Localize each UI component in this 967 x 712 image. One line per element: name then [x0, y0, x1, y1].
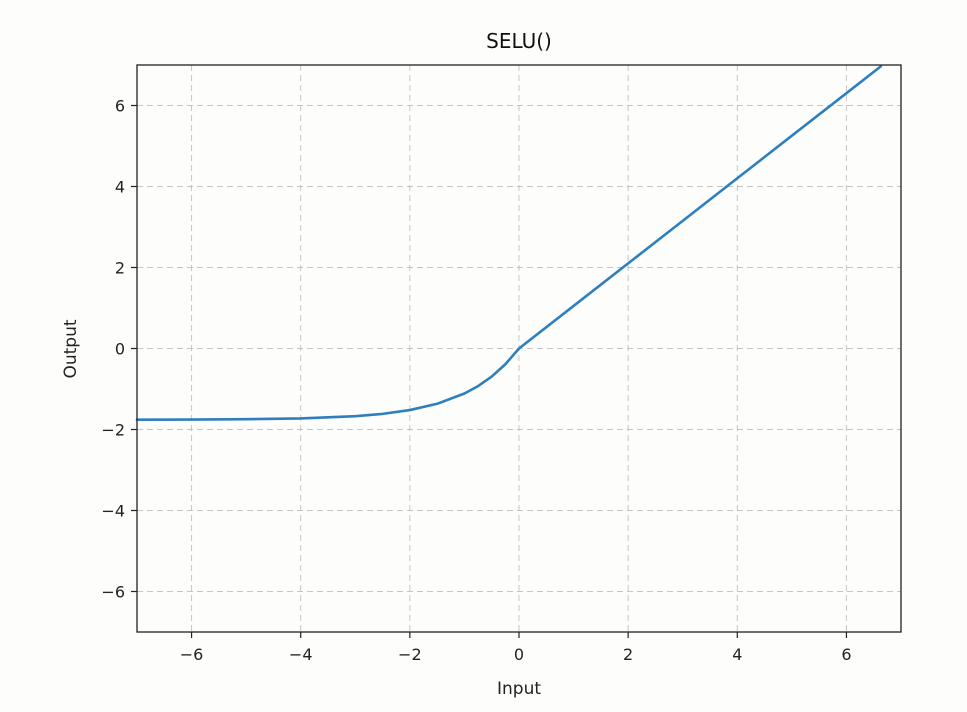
- x-tick-label: 0: [514, 645, 524, 664]
- chart-title: SELU(): [486, 29, 552, 53]
- x-axis-label: Input: [497, 679, 541, 699]
- selu-series-line: [135, 65, 883, 421]
- y-tick-label: −2: [101, 421, 125, 440]
- y-tick-label: −6: [101, 583, 125, 602]
- axis-ticks: −6 −4 −2 0 2 4 6 −6 −4 −2 0 2 4 6: [101, 97, 851, 665]
- y-axis-label: Output: [61, 319, 81, 378]
- y-tick-label: 0: [115, 340, 125, 359]
- x-tick-label: 6: [841, 645, 851, 664]
- grid: [137, 65, 901, 632]
- x-tick-label: −6: [180, 645, 204, 664]
- x-tick-label: 2: [623, 645, 633, 664]
- y-tick-label: 6: [115, 97, 125, 116]
- x-tick-label: −4: [289, 645, 313, 664]
- x-tick-label: 4: [732, 645, 742, 664]
- y-tick-label: 2: [115, 259, 125, 278]
- y-tick-label: 4: [115, 178, 125, 197]
- y-tick-label: −4: [101, 502, 125, 521]
- x-tick-label: −2: [398, 645, 422, 664]
- plot-lines: [135, 65, 883, 421]
